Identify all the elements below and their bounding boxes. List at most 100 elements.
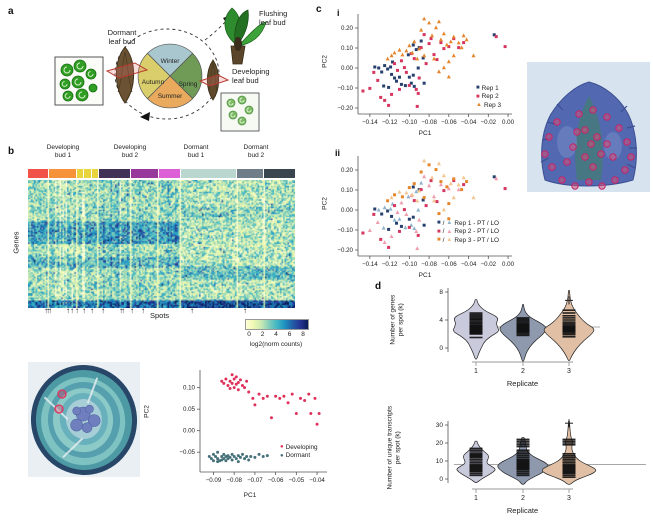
slash: / — [442, 236, 445, 244]
section-plane-dormant — [105, 62, 149, 79]
legend-item-rep1: ■ Rep 1 — [476, 84, 501, 93]
pca-scatter-developing-vs-dormant: −0.09 −0.08 −0.07 −0.06 −0.05 −0.04 0.10 0.05 0.… — [179, 370, 327, 484]
selected-spot-marker — [57, 389, 67, 399]
svg-text:−0.06: −0.06 — [268, 477, 284, 484]
spring-wedge — [169, 52, 203, 100]
rep1-lo-marker-icon: ▲ — [446, 220, 453, 227]
rep3-marker-icon: ▲ — [476, 102, 482, 109]
svg-text:−0.04: −0.04 — [461, 261, 477, 268]
cycle-arrowhead-bottom — [140, 112, 150, 121]
legend-label: Dormant — [285, 452, 311, 460]
svg-text:−0.02: −0.02 — [480, 261, 496, 268]
svg-text:20: 20 — [436, 440, 444, 447]
spring-label: Spring — [178, 81, 198, 88]
spot-arrow-icon: ↑ — [190, 306, 194, 315]
legend-label: Rep 1 — [481, 84, 499, 92]
svg-text:30: 30 — [436, 422, 444, 429]
spot-arrow-icon: ↑ — [66, 306, 70, 315]
spot-arrow-icon: ↑ — [90, 306, 94, 315]
svg-text:0.00: 0.00 — [341, 65, 354, 72]
svg-text:Replicate: Replicate — [507, 379, 538, 388]
flushing-bud-drawing — [224, 7, 267, 65]
svg-text:1: 1 — [474, 495, 478, 502]
scatter-points-series-2 — [361, 179, 507, 249]
spot-markers — [541, 106, 635, 190]
scatter-points-series-5 — [389, 158, 476, 212]
pca-cii-xlabel: PC1 — [418, 272, 432, 279]
slash: / — [442, 219, 445, 227]
sample-strip-segment — [28, 169, 48, 178]
rep3-pt-marker-icon: ■ — [437, 237, 441, 244]
violin-replicate-2 — [497, 437, 549, 485]
legend-label: Rep 2 — [481, 93, 499, 101]
violin-replicate-1 — [456, 440, 496, 483]
legend-item-rep1-pt-lo: ■ / ▲ Rep 1 - PT / LO — [437, 219, 499, 228]
colorbar-tick-label: 6 — [287, 331, 292, 338]
svg-text:−0.05: −0.05 — [179, 449, 195, 456]
violin-transcripts-per-spot: 0 10 20 30 1 2 3 Replicate — [436, 419, 646, 515]
svg-text:0.00: 0.00 — [183, 428, 196, 435]
scatter-points-series-0 — [373, 33, 496, 89]
svg-text:−0.20: −0.20 — [337, 105, 353, 112]
rep1-marker-icon: ■ — [476, 85, 480, 92]
svg-text:−0.07: −0.07 — [247, 477, 263, 484]
pca-b-ylabel: PC2 — [143, 405, 151, 418]
seasonal-cycle-diagram — [54, 7, 267, 132]
svg-text:−0.05: −0.05 — [289, 477, 305, 484]
violin-transcripts-ylabel: Number of unique transcripts per spot (k… — [386, 405, 401, 490]
rep2-lo-marker-icon: ▲ — [446, 228, 453, 235]
heatmap-group-developing-1: Developing bud 1 — [46, 144, 80, 159]
spot-arrow-icon: ↑ — [75, 306, 79, 315]
summer-wedge — [146, 75, 194, 109]
legend-label: Developing — [285, 443, 318, 451]
developing-bud-drawing — [198, 59, 230, 101]
legend-item-developing: ● Developing — [280, 443, 318, 452]
legend-item-rep3-pt-lo: ■ / ▲ Rep 3 - PT / LO — [437, 236, 499, 245]
svg-text:0.10: 0.10 — [341, 187, 354, 194]
svg-text:10: 10 — [436, 458, 444, 465]
violin-replicate-3 — [541, 419, 597, 485]
panel-a-label: a — [8, 6, 14, 17]
spot-arrow-icon: ↑ — [243, 306, 247, 315]
colorbar-tick-label: 2 — [260, 331, 265, 338]
summer-label: Summer — [157, 93, 183, 100]
sample-strip-segment — [77, 169, 84, 178]
spot-arrow-icon: ↑ — [119, 306, 123, 315]
svg-text:1: 1 — [474, 368, 478, 375]
dormant-bud-label: Dormant leaf bud — [107, 28, 137, 46]
svg-text:−0.06: −0.06 — [441, 119, 457, 126]
panel-c-label: c — [316, 4, 322, 15]
pca-ci-xlabel: PC1 — [418, 130, 432, 137]
pca-scatter-replicates-ii: −0.14 −0.12 −0.10 −0.08 −0.06 −0.04 −0.02 0.000… — [337, 156, 515, 268]
rep3-lo-marker-icon: ▲ — [446, 237, 453, 244]
panel-d-label: d — [375, 281, 382, 292]
legend-label: Rep 3 - PT / LO — [454, 236, 499, 244]
heatmap-ylabel-genes: Genes — [11, 231, 21, 254]
sample-strip-segment — [131, 169, 158, 178]
svg-text:0.00: 0.00 — [341, 207, 354, 214]
slash: / — [442, 228, 445, 236]
legend-item-dormant: ● Dormant — [280, 452, 318, 461]
colorbar-tick-label: 0 — [247, 331, 251, 338]
svg-text:−0.08: −0.08 — [421, 261, 437, 268]
heatmap-xlabel-spots: Spots — [150, 311, 170, 320]
legend-item-rep2-pt-lo: ■ / ▲ Rep 2 - PT / LO — [437, 228, 499, 237]
svg-text:0.00: 0.00 — [502, 119, 515, 126]
svg-text:−0.10: −0.10 — [337, 227, 353, 234]
pca-cii-ylabel: PC2 — [321, 197, 329, 210]
svg-text:2: 2 — [521, 368, 525, 375]
svg-text:Replicate: Replicate — [507, 506, 538, 515]
scatter-points-series-0 — [220, 373, 321, 426]
flushing-bud-label: Flushing leaf bud — [259, 9, 288, 27]
svg-text:8: 8 — [439, 289, 443, 296]
svg-text:3: 3 — [567, 495, 571, 502]
svg-text:−0.10: −0.10 — [337, 85, 353, 92]
rep1-pt-marker-icon: ■ — [437, 220, 441, 227]
heatmap-sample-color-strip — [28, 169, 295, 178]
scatter-points-series-1 — [361, 33, 507, 108]
spot-arrow-icon: ↑ — [130, 306, 134, 315]
svg-text:0.20: 0.20 — [341, 167, 354, 174]
legend-label: Rep 1 - PT / LO — [454, 219, 499, 227]
